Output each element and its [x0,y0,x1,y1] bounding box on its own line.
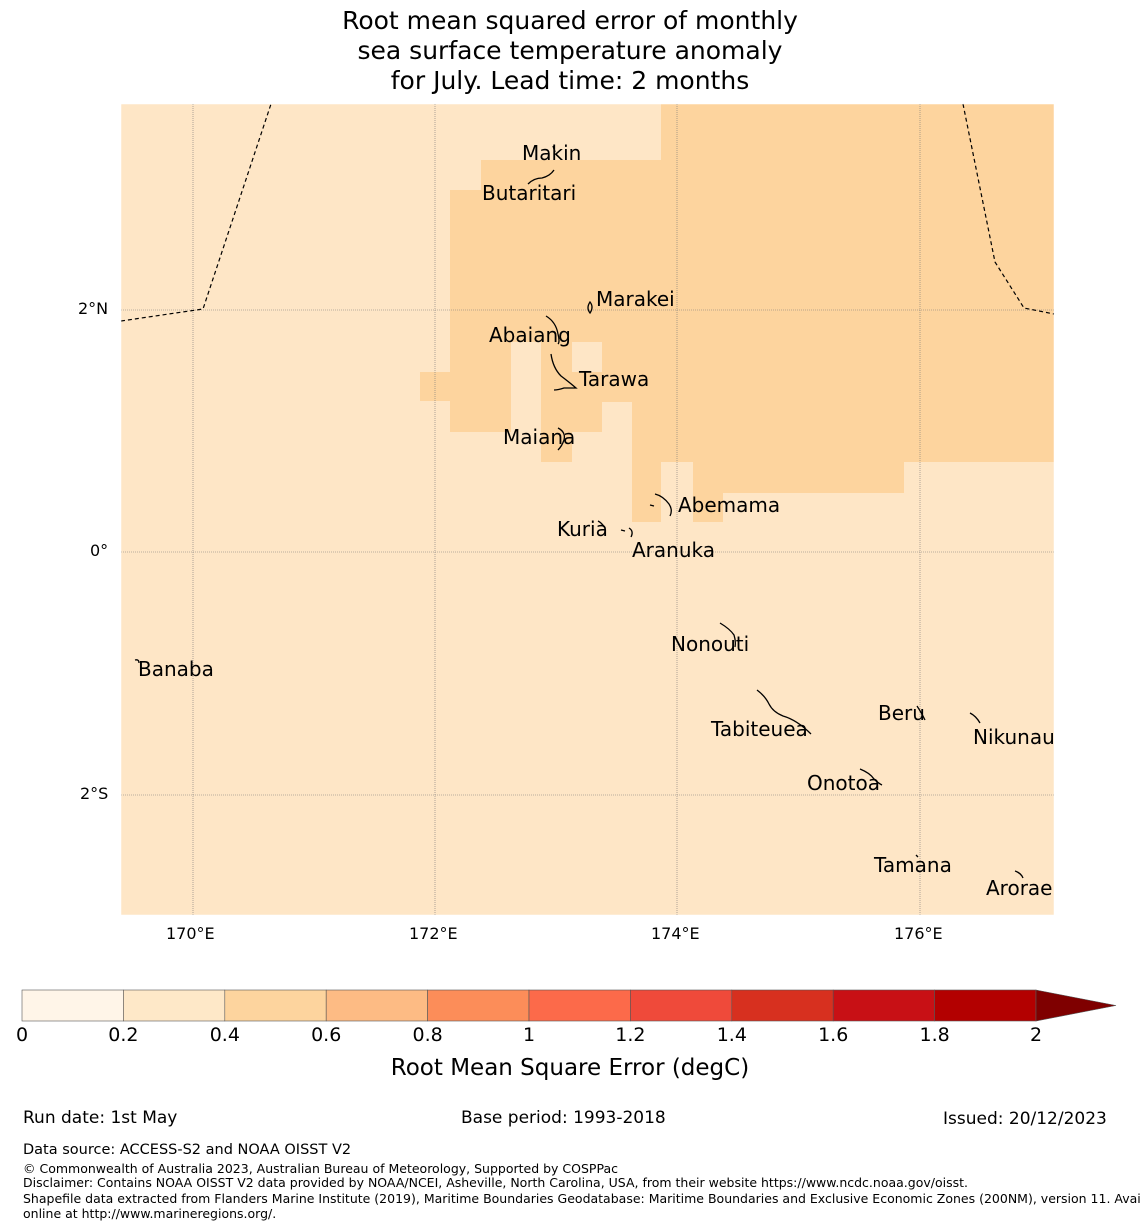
title-line-2: sea surface temperature anomaly [357,36,783,65]
colorbar [21,989,1117,1022]
colorbar-segment [224,989,327,1022]
island-label-tabiteuea: Tabiteuea [711,717,808,741]
rmse-cell [572,372,602,432]
island-label-arorae: Arorae [986,876,1053,900]
colorbar-tick-label: 2 [1029,1024,1043,1046]
colorbar-segment [21,989,124,1022]
colorbar-tick-label: 0.4 [209,1024,240,1046]
aranuka-outline [620,527,633,538]
beru-outline [916,705,926,721]
rmse-cell [541,342,572,462]
rmse-cell-light [661,462,693,493]
island-label-tarawa: Tarawa [579,367,650,391]
lat-label-0: 0° [90,541,109,560]
eez-boundary-west [120,103,272,322]
arorae-outline [1014,870,1024,879]
rmse-cell [450,190,661,342]
tamana-outline [915,854,919,858]
island-label-banaba: Banaba [138,657,214,681]
island-label-marakei: Marakei [596,287,675,311]
colorbar-tick-label: 1 [522,1024,536,1046]
base-period: Base period: 1993-2018 [461,1108,666,1128]
shapefile-credit-2: online at http://www.marineregions.org/. [23,1206,277,1221]
rmse-cell [632,402,661,522]
kuria-outline [597,520,606,529]
colorbar-segment [528,989,631,1022]
banaba-outline [134,659,140,664]
colorbar-segment [427,989,530,1022]
run-date: Run date: 1st May [23,1108,178,1128]
colorbar-tick-label: 1.2 [615,1024,646,1046]
tabiteuea-outline [756,689,812,735]
colorbar-segment [630,989,733,1022]
colorbar-tick-label: 1.6 [818,1024,849,1046]
abemama-outline [649,493,672,517]
disclaimer: Disclaimer: Contains NOAA OISST V2 data … [23,1175,968,1190]
colorbar-segment [123,989,226,1022]
lat-label-2s: 2°S [80,784,109,803]
abaiang-outline [545,315,560,345]
colorbar-segment [934,989,1037,1022]
rmse-cell [661,462,904,493]
island-label-maiana: Maiana [503,425,576,449]
island-outlines [134,145,1024,879]
island-label-aranuka: Aranuka [632,538,715,562]
rmse-cell [450,342,511,432]
title-line-1: Root mean squared error of monthly [342,6,798,35]
chart-title: Root mean squared error of monthly sea s… [0,6,1140,96]
island-label-abaiang: Abaiang [489,323,571,347]
island-label-beru: Beru [878,701,925,725]
gridlines [121,104,1054,915]
colorbar-tick-label: 1.4 [716,1024,747,1046]
island-label-makin: Makin [522,141,582,165]
nonouti-outline [719,622,736,648]
colorbar-tick-label: 0.2 [108,1024,139,1046]
colorbar-tick-label: 0.6 [311,1024,342,1046]
lon-label-174e: 174°E [651,924,700,943]
colorbar-segment [325,989,428,1022]
butaritari-outline [527,169,555,185]
island-label-kuria: Kuria [557,517,608,541]
tarawa-outline [550,353,578,391]
makin-outline [552,145,556,153]
lon-label-170e: 170°E [166,924,215,943]
lon-label-172e: 172°E [409,924,458,943]
island-label-onotoa: Onotoa [807,771,880,795]
maiana-outline [557,427,566,451]
data-source: Data source: ACCESS-S2 and NOAA OISST V2 [23,1142,352,1158]
island-label-tamana: Tamana [874,853,952,877]
rmse-cell [481,160,661,190]
island-label-butaritari: Butaritari [482,181,577,205]
onotoa-outline [859,768,883,786]
rmse-cell [661,104,1054,462]
colorbar-tick-label: 1.8 [919,1024,950,1046]
title-line-3: for July. Lead time: 2 months [390,66,750,95]
colorbar-label: Root Mean Square Error (degC) [390,1055,750,1081]
island-label-abemama: Abemama [678,493,781,517]
map-frame [120,103,1055,916]
colorbar-segment [832,989,935,1022]
rmse-region-0.4-0.6 [420,104,1054,522]
issued-date: Issued: 20/12/2023 [943,1109,1107,1129]
colorbar-extend-arrow [1035,989,1117,1022]
shapefile-credit-1: Shapefile data extracted from Flanders M… [23,1191,1140,1206]
island-label-nonouti: Nonouti [671,632,750,656]
island-label-nikunau: Nikunau [973,725,1055,749]
nikunau-outline [969,712,981,724]
copyright-notice: © Commonwealth of Australia 2023, Austra… [23,1161,618,1176]
colorbar-tick-label: 0.8 [412,1024,443,1046]
colorbar-tick-label: 0 [15,1024,29,1046]
lon-label-176e: 176°E [894,924,943,943]
rmse-cell [602,342,661,402]
colorbar-segment [731,989,834,1022]
marakei-outline [587,300,593,315]
eez-boundaries [120,103,1055,322]
eez-boundary-east [962,103,1055,315]
rmse-cell [693,493,723,522]
lat-label-2n: 2°N [78,299,109,318]
